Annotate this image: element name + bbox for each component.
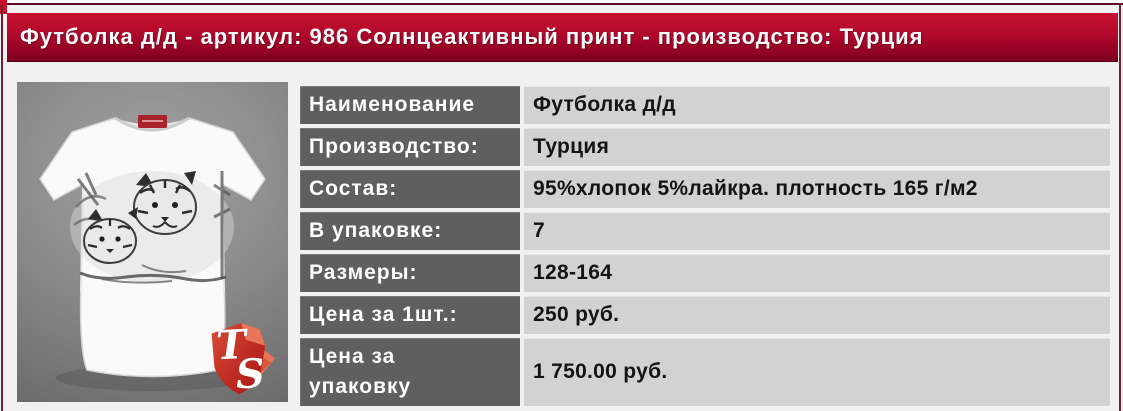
spec-label-unit-price: Цена за 1шт.:	[300, 296, 520, 334]
spec-label-origin: Производство:	[300, 128, 520, 166]
spec-value-pack-price: 1 750.00 руб.	[524, 338, 1110, 406]
spec-value-sizes: 128-164	[524, 254, 1110, 292]
spec-label-pack-price: Цена за упаковку	[300, 338, 520, 406]
top-divider-line	[0, 3, 1123, 5]
spec-value-name: Футболка д/д	[524, 86, 1110, 124]
product-title-bar: Футболка д/д - артикул: 986 Солнцеактивн…	[7, 13, 1118, 62]
spec-value-origin: Турция	[524, 128, 1110, 166]
spec-label-sizes: Размеры:	[300, 254, 520, 292]
brand-logo: T S	[211, 321, 276, 398]
spec-value-pack-qty: 7	[524, 212, 1110, 250]
spec-label-name: Наименование	[300, 86, 520, 124]
brand-logo-letter-t: T	[215, 321, 250, 370]
spec-label-pack-qty: В упаковке:	[300, 212, 520, 250]
page-border-right	[1119, 5, 1121, 411]
top-strip	[0, 0, 1123, 3]
spec-label-material: Состав:	[300, 170, 520, 208]
product-title: Футболка д/д - артикул: 986 Солнцеактивн…	[20, 24, 924, 49]
spec-value-material: 95%хлопок 5%лайкра. плотность 165 г/м2	[524, 170, 1110, 208]
tiger-print	[70, 171, 234, 284]
product-spec-table: Наименование Футболка д/д Производство: …	[300, 86, 1110, 406]
corner-accent	[0, 0, 7, 14]
tshirt-graphic	[39, 115, 266, 391]
page-border-left	[1, 5, 3, 411]
spec-value-unit-price: 250 руб.	[524, 296, 1110, 334]
brand-logo-letter-s: S	[235, 350, 266, 398]
product-photo[interactable]: T S	[17, 82, 288, 402]
